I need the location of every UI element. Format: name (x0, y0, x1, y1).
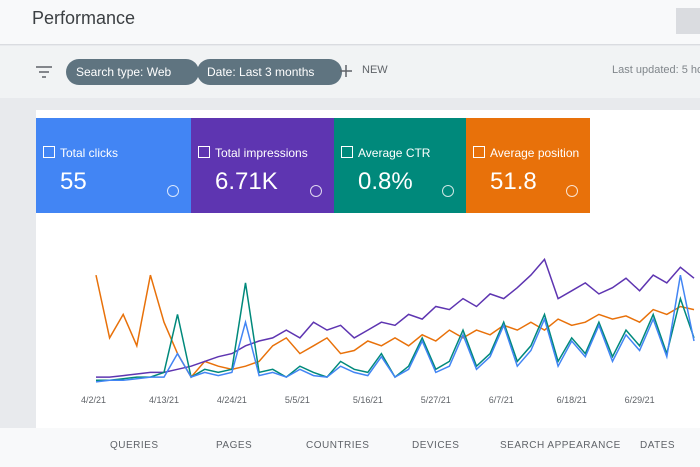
x-tick-label: 4/13/21 (149, 395, 179, 405)
filter-bar: Search type: Web Date: Last 3 months NEW… (0, 46, 700, 98)
chart-panel: Total clicks 55 Total impressions 6.71K Aver… (36, 110, 700, 440)
tabs: QUERIES PAGES COUNTRIES DEVICES SEARCH APPEA… (0, 428, 700, 467)
download-button[interactable] (676, 8, 700, 34)
help-icon[interactable] (442, 185, 454, 197)
last-updated: Last updated: 5 ho (612, 64, 700, 76)
metric-label: Total impressions (198, 146, 308, 160)
x-tick-label: 4/2/21 (81, 395, 106, 405)
tab[interactable]: PAGES (216, 440, 253, 451)
search-type-chip[interactable]: Search type: Web (66, 59, 200, 85)
metric-card[interactable]: Average position 51.8 (466, 118, 590, 213)
filter-icon[interactable] (36, 66, 52, 78)
metric-value: 0.8% (358, 168, 413, 195)
metric-label: Average position (472, 146, 580, 160)
page-title: Performance (32, 8, 136, 28)
x-tick-label: 5/5/21 (285, 395, 310, 405)
tab[interactable]: DEVICES (412, 440, 460, 451)
metric-label: Total clicks (42, 146, 119, 160)
data-line (95, 274, 695, 379)
data-line (96, 282, 695, 382)
plus-icon (340, 65, 352, 77)
metric-value: 6.71K (215, 168, 278, 195)
new-button[interactable]: NEW (362, 64, 388, 76)
x-tick-label: 6/7/21 (489, 395, 514, 405)
data-line (95, 274, 695, 383)
x-tick-label: 5/27/21 (421, 395, 451, 405)
metric-value: 51.8 (490, 168, 537, 195)
metric-card[interactable]: Total clicks 55 (36, 118, 191, 213)
x-tick-label: 6/29/21 (625, 395, 655, 405)
x-tick-label: 5/16/21 (353, 395, 383, 405)
x-tick-label: 6/18/21 (557, 395, 587, 405)
date-chip[interactable]: Date: Last 3 months (197, 59, 343, 85)
data-line (96, 257, 695, 378)
tab[interactable]: DATES (640, 440, 676, 451)
chart: 4/2/21 4/13/21 4/24/21 5/5/21 5/16/21 5/27/21… (81, 257, 695, 405)
help-icon[interactable] (566, 185, 578, 197)
header: Performance (0, 0, 700, 45)
help-icon[interactable] (167, 185, 179, 197)
tab[interactable]: SEARCH APPEARANCE (500, 440, 621, 451)
metric-card[interactable]: Average CTR 0.8% (334, 118, 466, 213)
metric-value: 55 (60, 168, 87, 195)
tab[interactable]: QUERIES (110, 440, 159, 451)
help-icon[interactable] (310, 185, 322, 197)
tab[interactable]: COUNTRIES (306, 440, 370, 451)
x-tick-label: 4/24/21 (217, 395, 247, 405)
metric-card[interactable]: Total impressions 6.71K (191, 118, 334, 213)
metric-label: Average CTR (340, 146, 431, 160)
